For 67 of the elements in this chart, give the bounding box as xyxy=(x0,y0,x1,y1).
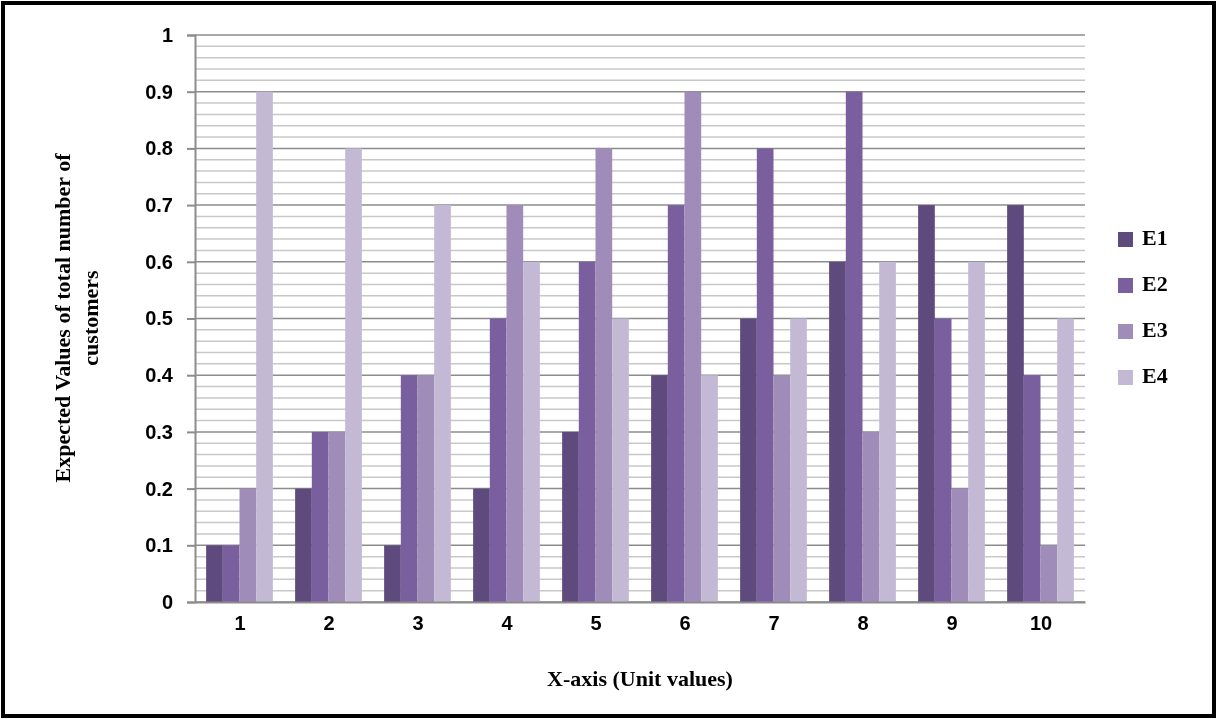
legend-label: E4 xyxy=(1142,363,1168,388)
y-tick-label: 0.5 xyxy=(145,307,173,330)
bar xyxy=(578,261,596,602)
bar xyxy=(1023,375,1041,602)
bar xyxy=(968,261,985,602)
y-tick-label: 0.6 xyxy=(145,250,173,273)
bar xyxy=(328,431,346,602)
x-tick-label: 10 xyxy=(1029,612,1053,635)
bar xyxy=(506,205,524,602)
bar xyxy=(295,488,312,602)
y-tick-label: 0.2 xyxy=(145,477,173,500)
bar xyxy=(934,318,952,602)
bar xyxy=(879,261,896,602)
x-tick-label: 8 xyxy=(857,612,869,635)
bar xyxy=(562,431,579,602)
x-tick-label: 3 xyxy=(412,612,424,635)
bar xyxy=(612,318,629,602)
y-tick-label: 0.1 xyxy=(145,534,173,557)
y-tick-label: 0.7 xyxy=(145,194,173,216)
x-tick-label: 7 xyxy=(768,612,780,635)
bar xyxy=(845,91,863,602)
x-tick-label: 5 xyxy=(590,612,602,635)
bar xyxy=(400,375,418,602)
bar xyxy=(384,545,401,602)
bar xyxy=(434,205,451,602)
y-tick-label: 0.3 xyxy=(145,420,173,443)
bar xyxy=(1007,205,1024,602)
bar xyxy=(222,545,240,602)
bar xyxy=(1057,318,1074,602)
bar xyxy=(206,545,223,602)
bar xyxy=(489,318,507,602)
bar xyxy=(651,375,668,602)
bar xyxy=(790,318,807,602)
bar xyxy=(595,148,613,602)
bar xyxy=(523,261,540,602)
x-tick-label: 4 xyxy=(501,612,514,635)
bar xyxy=(417,375,435,602)
bar xyxy=(951,488,969,602)
bar xyxy=(473,488,490,602)
y-tick-label: 0.8 xyxy=(145,137,173,160)
y-tick-label: 0.4 xyxy=(145,364,174,387)
bar xyxy=(256,91,273,602)
x-tick-label: 6 xyxy=(679,612,691,635)
bar xyxy=(756,148,774,602)
x-tick-label: 1 xyxy=(234,612,246,635)
legend-label: E3 xyxy=(1142,317,1168,342)
bar xyxy=(740,318,757,602)
x-tick-label: 2 xyxy=(323,612,335,635)
legend-label: E1 xyxy=(1142,225,1168,250)
bar xyxy=(311,431,329,602)
y-axis-title: Expected Values of total number of customers xyxy=(50,152,103,483)
x-axis-title: X-axis (Unit values) xyxy=(547,666,733,691)
bar xyxy=(684,91,702,602)
x-tick-label: 9 xyxy=(946,612,958,635)
y-tick-label: 0.9 xyxy=(145,80,173,103)
bar xyxy=(773,375,791,602)
bar xyxy=(829,261,846,602)
bar xyxy=(862,431,880,602)
bar xyxy=(239,488,257,602)
bar xyxy=(918,205,935,602)
bar xyxy=(701,375,718,602)
y-tick-label: 0 xyxy=(161,590,173,613)
bar xyxy=(667,205,685,602)
legend-label: E2 xyxy=(1142,271,1168,296)
bar xyxy=(345,148,362,602)
y-tick-label: 1 xyxy=(161,23,173,46)
bar xyxy=(1040,545,1058,602)
